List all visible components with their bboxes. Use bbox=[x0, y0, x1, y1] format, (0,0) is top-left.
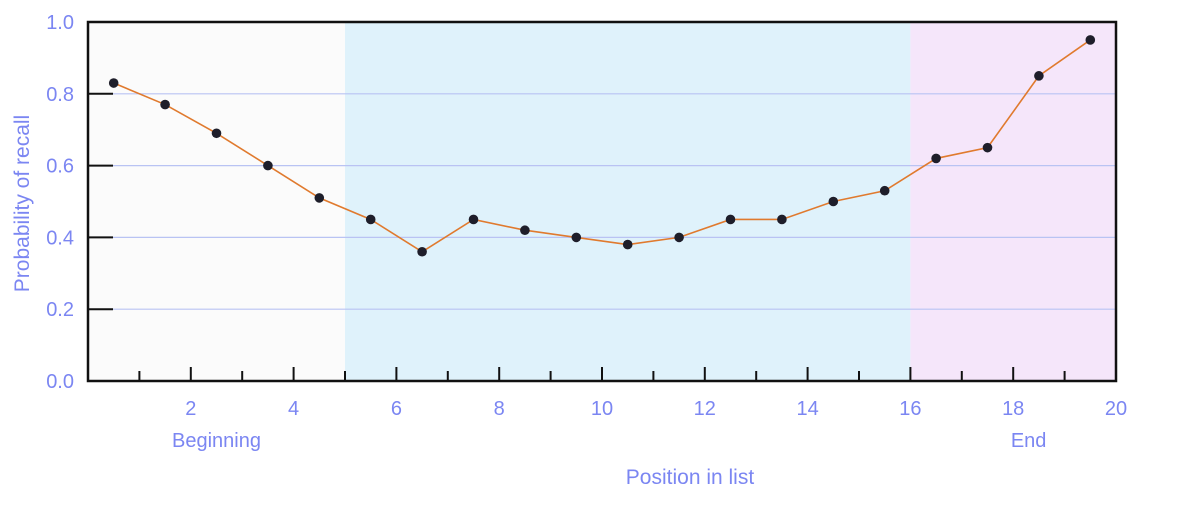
y-tick-label: 0.8 bbox=[46, 84, 74, 106]
data-point bbox=[725, 214, 736, 225]
region-label-beginning: Beginning bbox=[172, 430, 261, 452]
x-tick-label: 12 bbox=[694, 398, 716, 420]
region-label-end: End bbox=[1011, 430, 1047, 452]
data-point bbox=[879, 185, 890, 196]
series-line-0 bbox=[113, 39, 1091, 253]
axis-ticks bbox=[88, 92, 1066, 381]
data-point bbox=[417, 246, 427, 257]
region-backgrounds bbox=[88, 22, 1116, 381]
data-point bbox=[520, 225, 530, 236]
data-point bbox=[674, 232, 684, 243]
x-tick-label: 18 bbox=[1002, 398, 1024, 420]
y-axis-title: Probability of recall bbox=[11, 115, 34, 292]
y-tick-label: 0.2 bbox=[46, 299, 74, 321]
data-point bbox=[263, 160, 273, 171]
data-point bbox=[828, 196, 839, 207]
y-tick-label: 1.0 bbox=[46, 12, 74, 34]
data-point bbox=[622, 239, 633, 250]
data-point bbox=[160, 99, 170, 110]
data-point bbox=[571, 232, 582, 243]
x-tick-label: 16 bbox=[899, 398, 921, 420]
region-band-0 bbox=[88, 22, 345, 381]
x-tick-label: 8 bbox=[494, 398, 505, 420]
x-axis-title: Position in list bbox=[626, 466, 755, 489]
region-band-1 bbox=[345, 22, 911, 381]
data-point bbox=[108, 78, 119, 88]
data-point bbox=[314, 193, 325, 203]
x-tick-label: 20 bbox=[1105, 398, 1127, 420]
data-point bbox=[931, 153, 941, 164]
y-tick-label: 0.6 bbox=[46, 156, 74, 178]
data-point bbox=[468, 214, 479, 225]
x-tick-label: 4 bbox=[288, 398, 299, 420]
gridlines bbox=[88, 93, 1116, 310]
x-tick-label: 6 bbox=[391, 398, 402, 420]
region-band-2 bbox=[910, 22, 1116, 381]
data-point bbox=[1085, 35, 1096, 45]
data-point bbox=[777, 214, 787, 225]
series-layer bbox=[108, 35, 1096, 257]
x-tick-label: 2 bbox=[185, 398, 196, 420]
y-tick-label: 0.4 bbox=[46, 227, 74, 249]
data-point bbox=[211, 128, 222, 139]
data-point bbox=[1034, 71, 1044, 81]
data-point bbox=[365, 214, 376, 225]
y-tick-label: 0.0 bbox=[46, 371, 74, 393]
data-point bbox=[982, 142, 993, 153]
axis-labels: 2 4 6 8 10 12 14 16 18 20 0.0 0.2 0.4 0.6 0.8 1.0 Beginn… bbox=[11, 12, 1127, 489]
x-tick-label: 14 bbox=[796, 398, 818, 420]
x-tick-label: 10 bbox=[591, 398, 613, 420]
